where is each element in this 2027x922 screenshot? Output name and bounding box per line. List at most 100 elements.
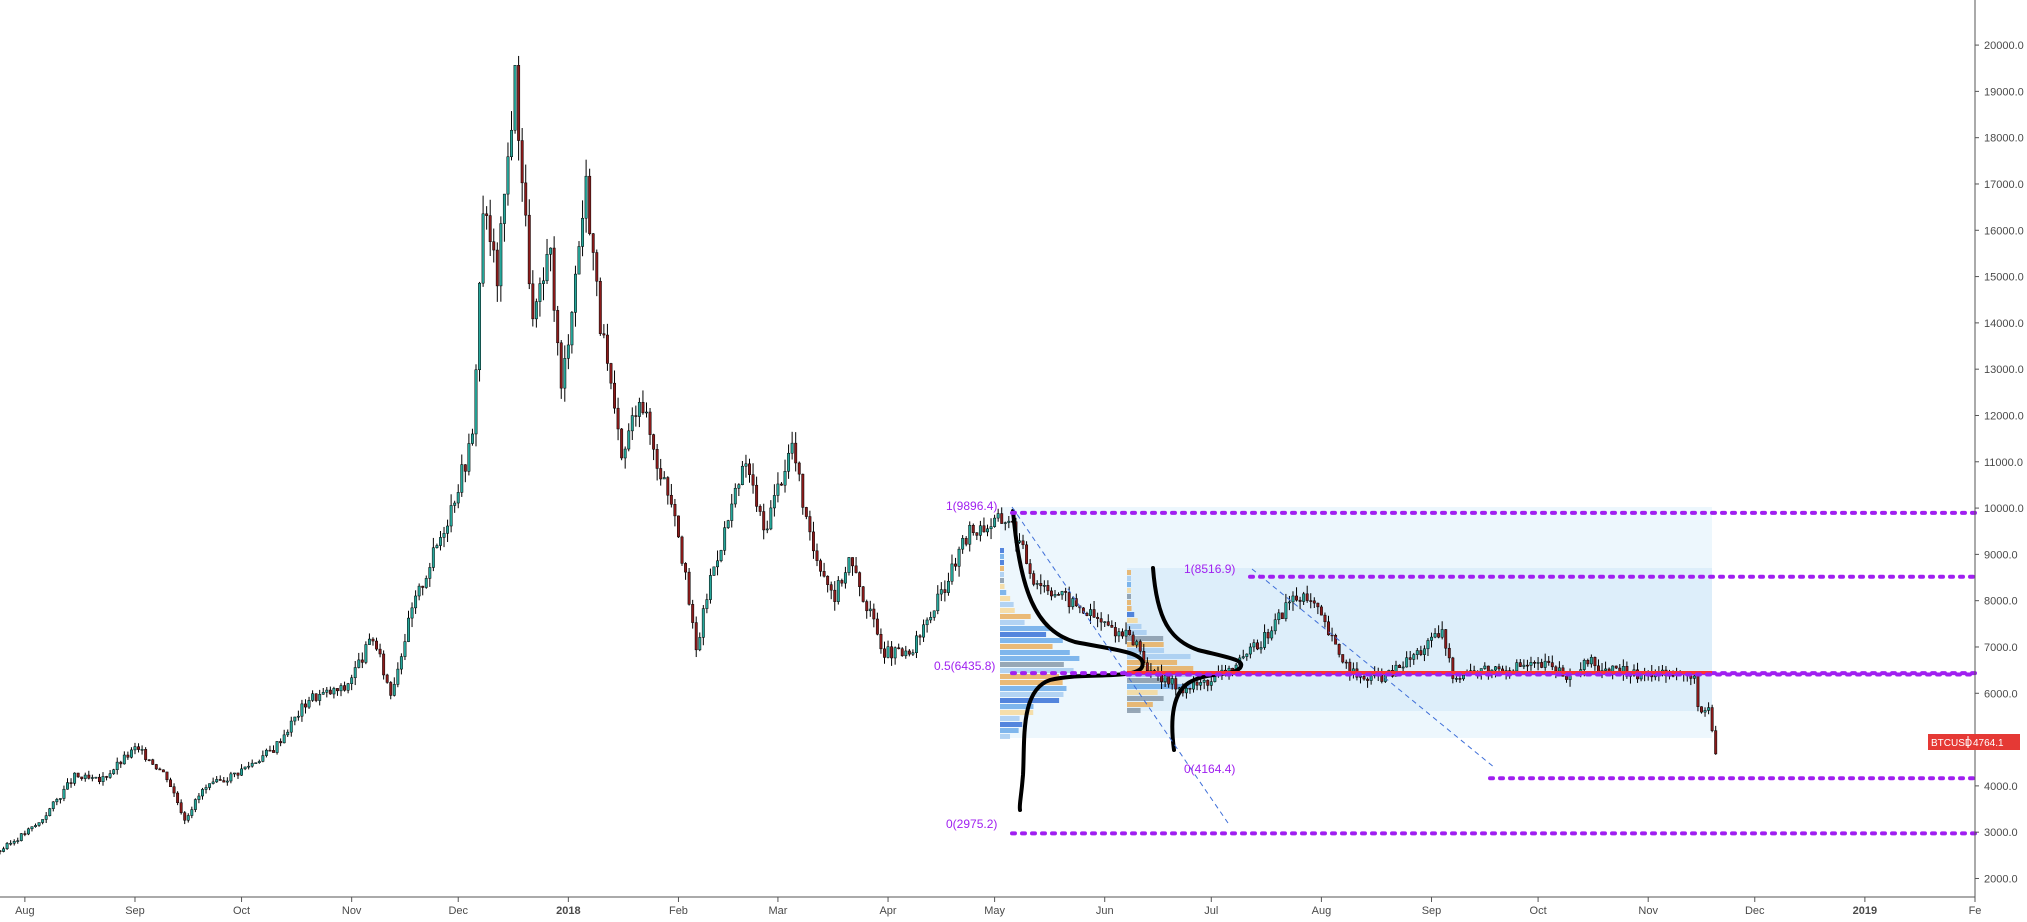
candle-body — [1248, 646, 1252, 655]
candle-body — [1366, 678, 1370, 681]
candle-body — [169, 779, 172, 787]
candle-body — [19, 833, 23, 841]
candle-body — [424, 578, 428, 588]
candle-body — [218, 779, 222, 781]
candle-body — [364, 644, 368, 663]
x-tick-label: Dec — [448, 905, 468, 917]
candle-body — [201, 789, 204, 797]
candle-body — [1497, 666, 1501, 670]
candle-body — [762, 511, 766, 531]
candle-body — [1145, 662, 1149, 671]
candle-body — [1430, 636, 1433, 641]
x-tick-label: 2019 — [1853, 905, 1877, 917]
candle-body — [907, 650, 911, 655]
candle-body — [1522, 664, 1526, 667]
candle-body — [69, 782, 73, 784]
candle-body — [1071, 598, 1075, 608]
candle-body — [1565, 676, 1568, 680]
candle-body — [843, 572, 847, 584]
volume-profile-bar — [1000, 704, 1034, 709]
candle-body — [680, 536, 684, 564]
volume-profile-bar — [1127, 708, 1141, 713]
candle-body — [367, 638, 371, 645]
candle-body — [154, 764, 158, 770]
candle-body — [1462, 674, 1465, 680]
candle-body — [1710, 707, 1714, 731]
candle-body — [556, 310, 560, 344]
volume-profile-bar — [1000, 662, 1064, 667]
candle-body — [701, 608, 705, 638]
candle-body — [986, 528, 989, 533]
candle-body — [687, 571, 691, 605]
price-axis[interactable]: 2000.03000.04000.05000.06000.07000.08000… — [1975, 40, 2024, 885]
candle-body — [897, 647, 901, 650]
candle-body — [1515, 662, 1519, 672]
candle-body — [222, 780, 226, 783]
candle-body — [748, 463, 751, 475]
candle-body — [637, 402, 641, 417]
x-tick-label: Nov — [342, 905, 362, 917]
candle-body — [83, 774, 87, 779]
candle-body — [684, 563, 688, 573]
volume-profile-bar — [1000, 632, 1047, 637]
volume-profile-bar — [1127, 660, 1178, 665]
candle-body — [1398, 664, 1402, 668]
candle-body — [474, 369, 478, 435]
candle-body — [1110, 625, 1114, 628]
candle-body — [382, 653, 386, 676]
candle-body — [225, 780, 229, 783]
candle-body — [105, 776, 109, 778]
candle-body — [311, 693, 315, 701]
candle-body — [307, 700, 311, 708]
candle-body — [343, 685, 347, 691]
candle-body — [708, 575, 712, 600]
candle-body — [591, 233, 595, 253]
x-tick-label: Jul — [1204, 905, 1218, 917]
candle-body — [1692, 675, 1696, 679]
candle-body — [129, 749, 133, 758]
candle-body — [268, 749, 272, 752]
candle-body — [996, 513, 1000, 519]
candle-body — [1138, 641, 1142, 652]
candle-body — [868, 608, 872, 612]
badge-price: 4764.1 — [1973, 738, 2004, 749]
x-tick-label: Aug — [15, 905, 35, 917]
candle-body — [954, 563, 957, 567]
y-tick-label: 19000.0 — [1984, 86, 2024, 98]
candle-body — [1309, 600, 1313, 602]
candle-body — [616, 407, 620, 430]
y-tick-label: 11000.0 — [1984, 457, 2023, 469]
candle-body — [804, 507, 808, 517]
diagonal-line-2 — [1251, 568, 1496, 769]
candle-body — [1557, 667, 1561, 672]
candle-body — [1124, 629, 1128, 637]
candle-body — [1440, 629, 1444, 638]
candle-body — [662, 477, 666, 480]
candle-body — [115, 761, 119, 770]
candle-body — [190, 809, 194, 816]
candle-body — [101, 776, 105, 782]
candle-body — [293, 716, 297, 722]
candle-body — [851, 557, 854, 567]
candle-body — [1074, 598, 1078, 607]
candle-body — [1703, 710, 1707, 713]
candle-body — [1057, 594, 1060, 596]
volume-profile-bar — [1000, 644, 1053, 649]
candle-body — [932, 610, 936, 618]
y-tick-label: 16000.0 — [1984, 225, 2024, 237]
volume-profile-bar — [1127, 606, 1132, 611]
candle-body — [993, 517, 997, 527]
candle-body — [229, 773, 233, 782]
candle-body — [563, 358, 567, 389]
candle-body — [694, 622, 698, 651]
candle-body — [751, 474, 755, 486]
candle-body — [1256, 642, 1259, 650]
candle-body — [1319, 606, 1323, 616]
candle-body — [428, 567, 432, 579]
time-axis[interactable]: Aug Sep Oct Nov Dec 2018 Feb Mar Apr May Jun Jul Aug… — [15, 897, 1981, 917]
volume-profile-bar — [1000, 554, 1004, 559]
volume-profile-bar — [1000, 674, 1060, 679]
candle-body — [1359, 676, 1362, 678]
volume-profile-bar — [1000, 716, 1020, 721]
